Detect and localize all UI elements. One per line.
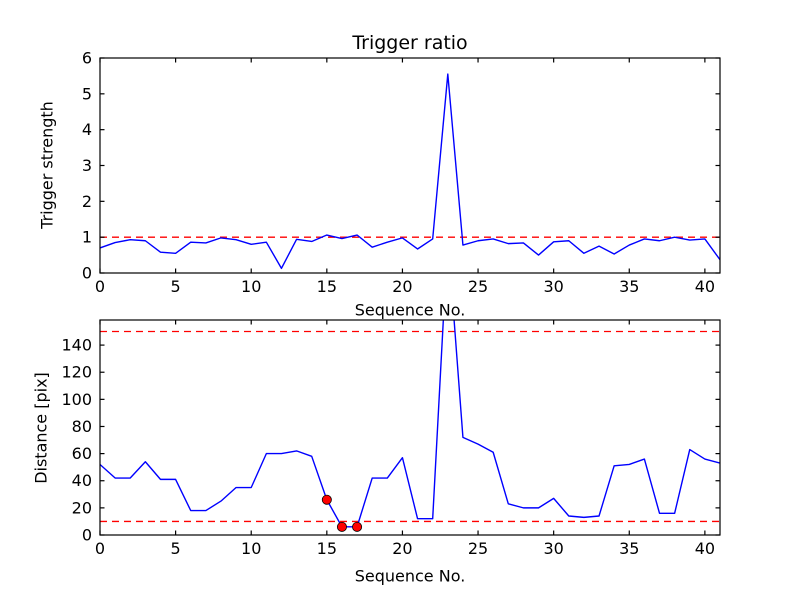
- bottom-x-axis-label: Sequence No.: [354, 566, 466, 586]
- event-marker-dot: [352, 521, 363, 532]
- event-marker-dot: [336, 521, 347, 532]
- y-tick-label: 1: [82, 228, 92, 247]
- y-tick-label: 80: [72, 417, 92, 436]
- x-tick-label: 25: [468, 277, 488, 296]
- x-tick-label: 40: [695, 277, 715, 296]
- y-tick-label: 60: [72, 444, 92, 463]
- x-tick-label: 0: [95, 539, 105, 558]
- x-tick-label: 30: [543, 539, 563, 558]
- x-tick-label: 20: [392, 277, 412, 296]
- x-tick-label: 10: [241, 539, 261, 558]
- x-tick-label: 35: [619, 277, 639, 296]
- axes-frame: [99, 319, 721, 536]
- y-tick-label: 6: [82, 49, 92, 68]
- x-tick-label: 5: [171, 539, 181, 558]
- x-tick-label: 35: [619, 539, 639, 558]
- y-tick-label: 100: [61, 390, 92, 409]
- x-tick-label: 15: [317, 539, 337, 558]
- y-tick-label: 4: [82, 120, 92, 139]
- y-tick-label: 3: [82, 156, 92, 175]
- x-tick-label: 30: [543, 277, 563, 296]
- top-x-axis-label: Sequence No.: [354, 300, 466, 320]
- x-tick-label: 0: [95, 277, 105, 296]
- x-tick-label: 10: [241, 277, 261, 296]
- y-tick-label: 2: [82, 192, 92, 211]
- y-tick-label: 20: [72, 498, 92, 517]
- data-line-trigger-strength: [100, 73, 720, 270]
- x-tick-label: 15: [317, 277, 337, 296]
- data-line-distance: [100, 320, 720, 528]
- x-tick-label: 40: [695, 539, 715, 558]
- y-tick-label: 40: [72, 471, 92, 490]
- x-tick-label: 5: [171, 277, 181, 296]
- x-tick-label: 25: [468, 539, 488, 558]
- y-tick-label: 120: [61, 363, 92, 382]
- y-tick-label: 5: [82, 84, 92, 103]
- event-marker-dot: [321, 494, 332, 505]
- y-tick-label: 140: [61, 336, 92, 355]
- y-tick-label: 0: [82, 526, 92, 545]
- chart-title: Trigger ratio: [352, 32, 468, 54]
- x-tick-label: 20: [392, 539, 412, 558]
- y-tick-label: 0: [82, 264, 92, 283]
